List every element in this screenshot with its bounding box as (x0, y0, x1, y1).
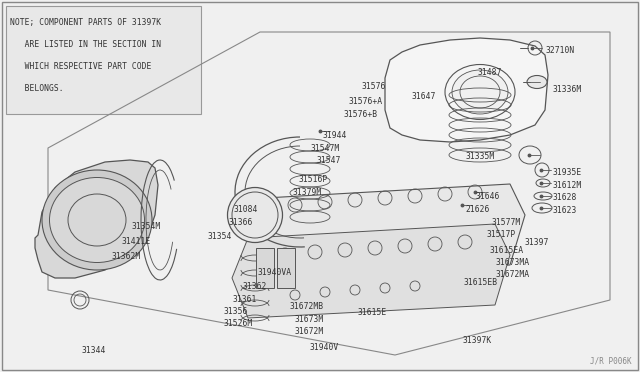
Text: 31335M: 31335M (466, 152, 495, 161)
Text: 31361: 31361 (233, 295, 257, 304)
Text: 31516P: 31516P (299, 175, 328, 184)
Polygon shape (248, 184, 525, 278)
Text: 31576+A: 31576+A (349, 97, 383, 106)
Text: 31547M: 31547M (311, 144, 340, 153)
Text: 31411E: 31411E (122, 237, 151, 246)
Text: 31646: 31646 (476, 192, 500, 201)
Text: 31336M: 31336M (553, 85, 582, 94)
Ellipse shape (527, 76, 547, 89)
Text: 31673MA: 31673MA (496, 258, 530, 267)
Text: 31612M: 31612M (553, 181, 582, 190)
Text: 31362: 31362 (243, 282, 268, 291)
Text: 31366: 31366 (229, 218, 253, 227)
Text: 31615EA: 31615EA (490, 246, 524, 255)
Text: 31354: 31354 (208, 232, 232, 241)
Ellipse shape (452, 70, 508, 114)
Text: 31615E: 31615E (358, 308, 387, 317)
Polygon shape (35, 160, 158, 278)
Bar (256, 248, 274, 288)
Text: 32710N: 32710N (546, 46, 575, 55)
Text: 31397K: 31397K (463, 336, 492, 345)
Text: 31623: 31623 (553, 206, 577, 215)
FancyBboxPatch shape (6, 6, 201, 114)
Text: 31628: 31628 (553, 193, 577, 202)
Text: 31935E: 31935E (553, 168, 582, 177)
Text: 31576+B: 31576+B (344, 110, 378, 119)
Text: 31487: 31487 (478, 68, 502, 77)
Text: J/R P006K: J/R P006K (590, 357, 632, 366)
Text: 31526M: 31526M (224, 319, 253, 328)
Text: NOTE; COMPONENT PARTS OF 31397K: NOTE; COMPONENT PARTS OF 31397K (10, 18, 161, 27)
Text: 31356: 31356 (224, 307, 248, 316)
Text: 31940V: 31940V (310, 343, 339, 352)
Text: BELONGS.: BELONGS. (10, 84, 63, 93)
Text: 31577M: 31577M (492, 218, 521, 227)
Text: 31517P: 31517P (487, 230, 516, 239)
Text: 31379M: 31379M (293, 188, 323, 197)
Ellipse shape (42, 170, 152, 270)
Text: 31615EB: 31615EB (464, 278, 498, 287)
Text: WHICH RESPECTIVE PART CODE: WHICH RESPECTIVE PART CODE (10, 62, 152, 71)
Text: 31397: 31397 (525, 238, 549, 247)
Polygon shape (232, 224, 510, 318)
Text: 31362M: 31362M (112, 252, 141, 261)
Text: 21626: 21626 (465, 205, 490, 214)
Ellipse shape (227, 187, 282, 243)
Text: 31344: 31344 (82, 346, 106, 355)
Text: 31647: 31647 (412, 92, 436, 101)
Text: ARE LISTED IN THE SECTION IN: ARE LISTED IN THE SECTION IN (10, 40, 161, 49)
Text: 31576: 31576 (362, 82, 387, 91)
Text: 31672MB: 31672MB (290, 302, 324, 311)
Text: 31944: 31944 (323, 131, 348, 140)
Text: 31354M: 31354M (132, 222, 161, 231)
Text: 31672MA: 31672MA (496, 270, 530, 279)
Text: 31547: 31547 (317, 156, 341, 165)
Ellipse shape (49, 177, 145, 263)
Text: 31672M: 31672M (295, 327, 324, 336)
Bar (277, 248, 295, 288)
Polygon shape (385, 38, 548, 142)
Text: 31940VA: 31940VA (258, 268, 292, 277)
Text: 31084: 31084 (234, 205, 259, 214)
Text: 31673M: 31673M (295, 315, 324, 324)
